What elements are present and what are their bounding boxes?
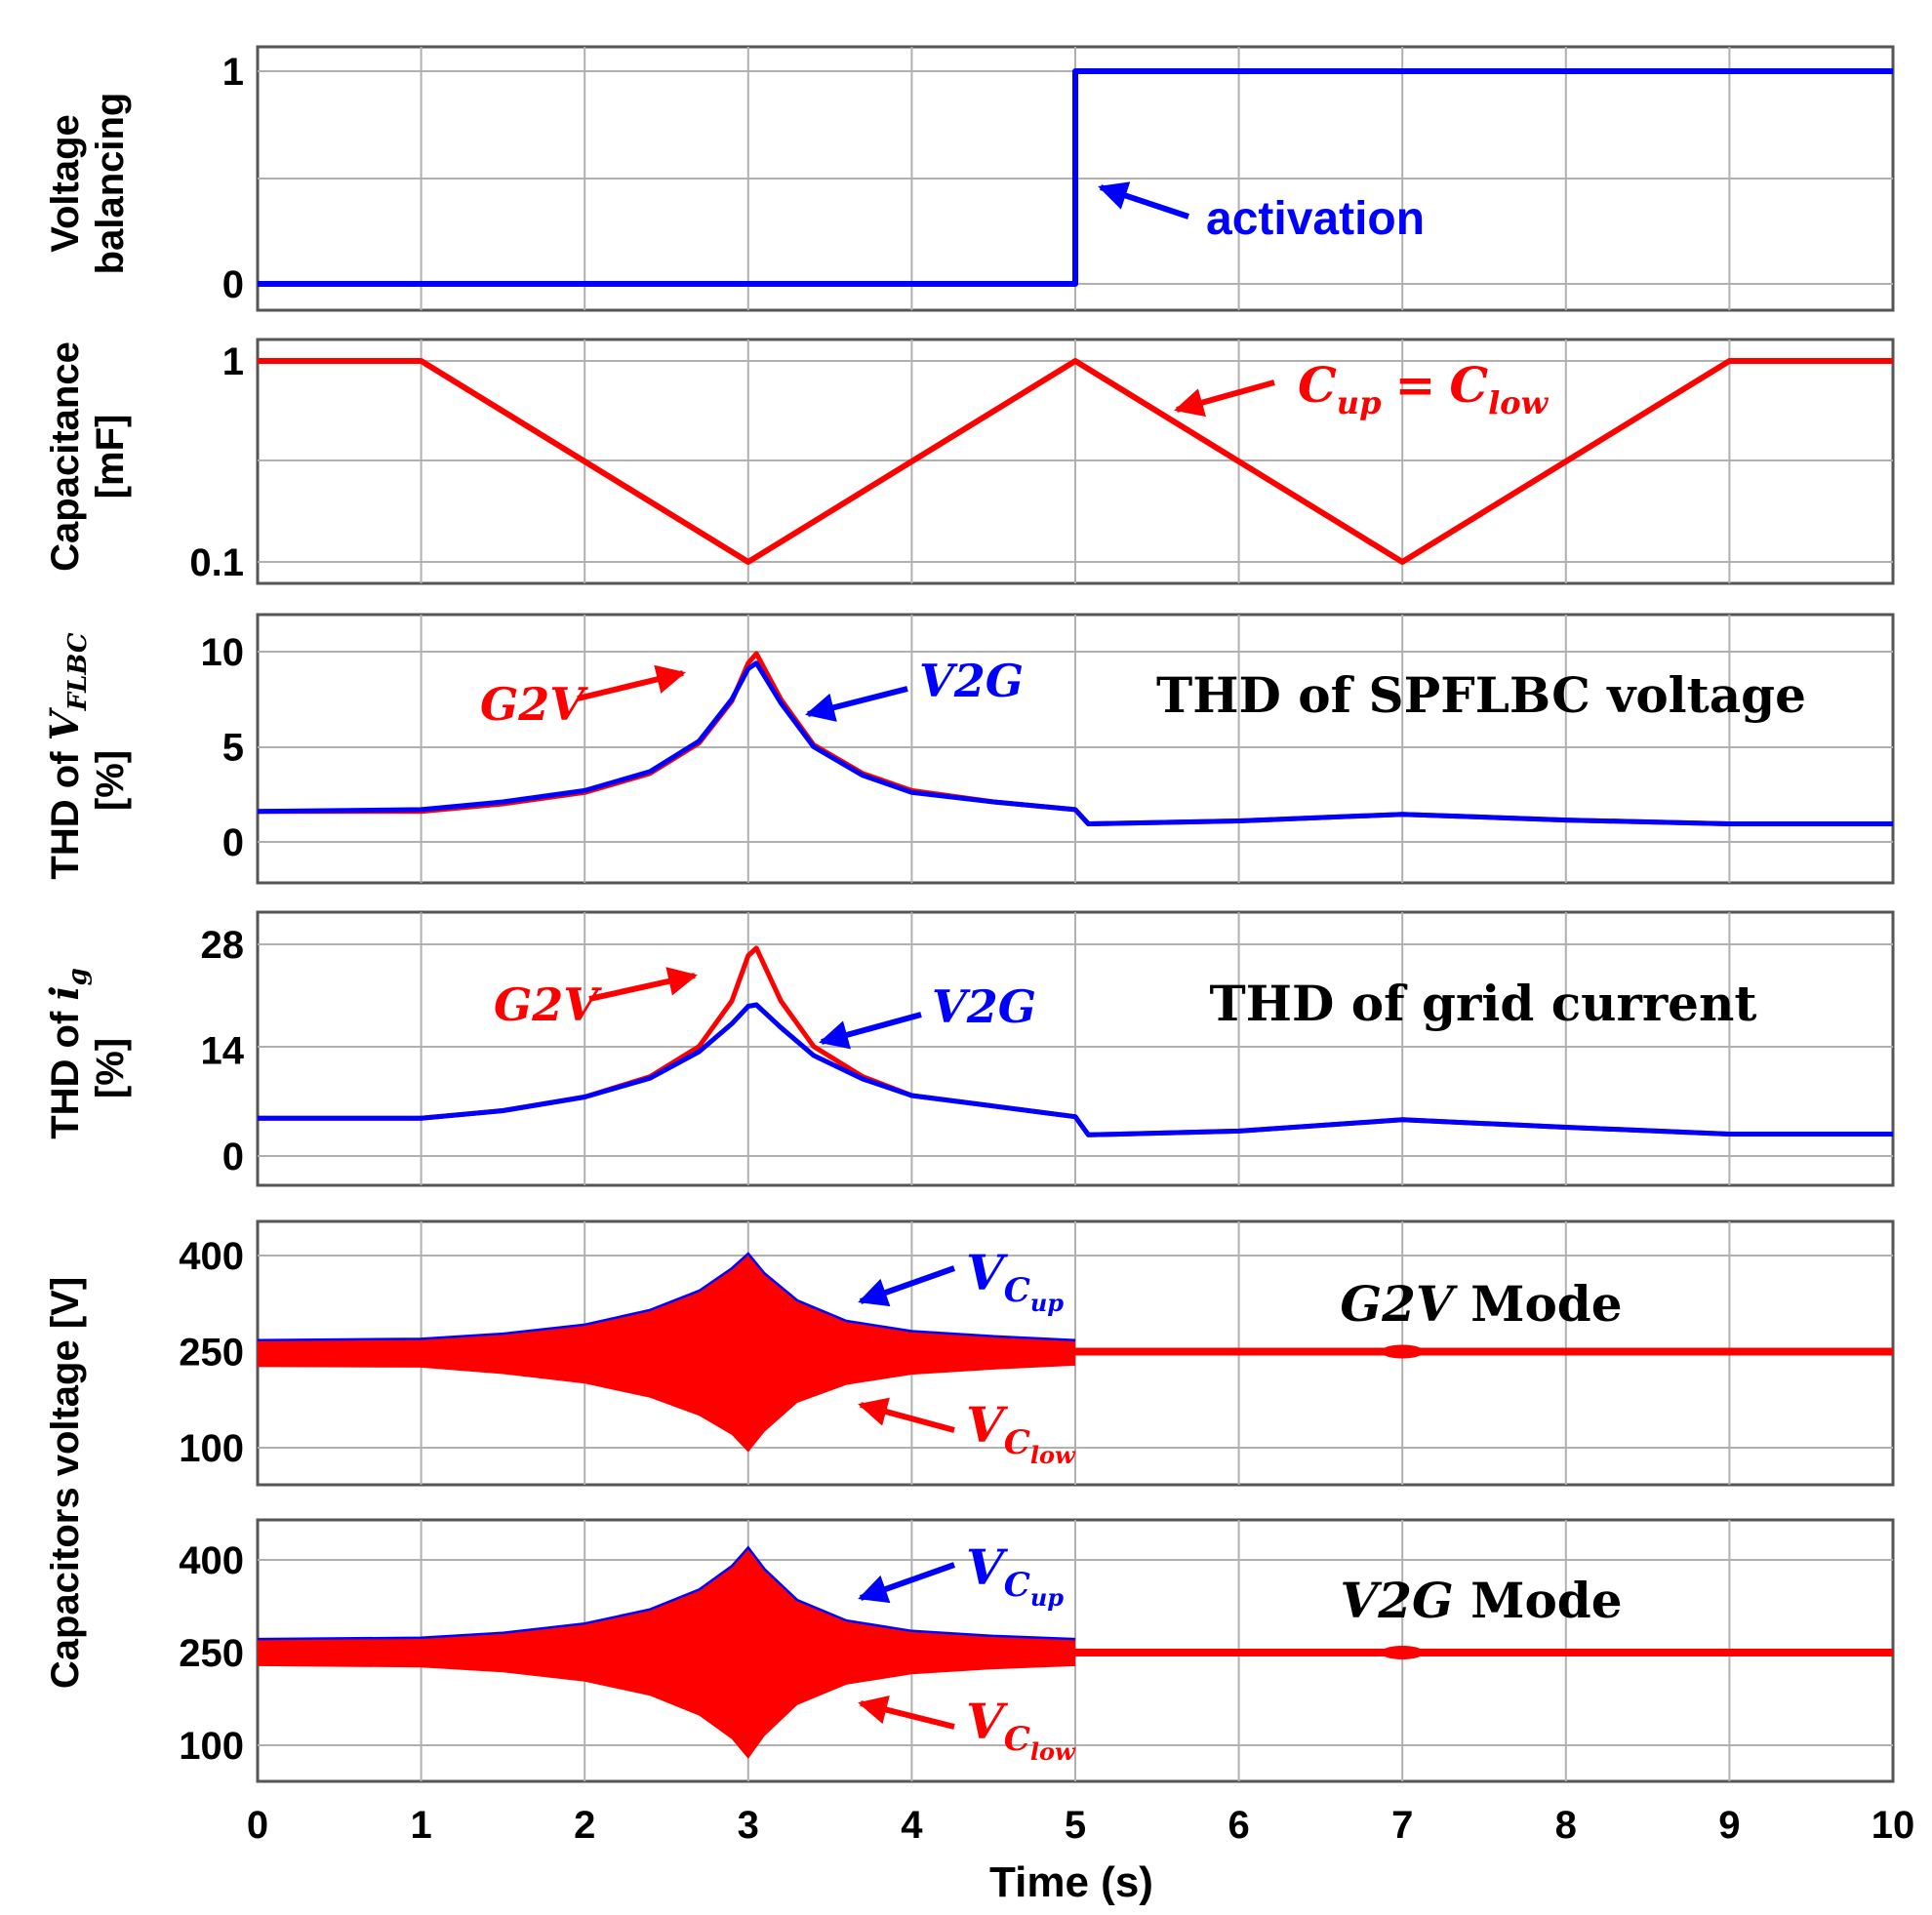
p1-ylabel-line2: balancing [89,93,132,275]
panel-2 [256,338,1895,585]
p1-activation-arrow [1098,181,1189,219]
p3-g2v-label: G2V [480,678,588,731]
p3-annotations: G2V V2G THD of SPFLBC voltage [480,655,1806,731]
p5-mode-title: G2V Mode [1340,1275,1622,1333]
xtick-label: 7 [1391,1804,1413,1847]
xtick-label: 6 [1228,1804,1249,1847]
p6-balanced-bump [1381,1646,1425,1659]
p4-v2g-label: V2G [932,980,1036,1033]
p1-activation-label: activation [1206,193,1425,245]
p4-v2g-series [258,1002,1893,1137]
p6-ytick-label: 400 [179,1539,244,1582]
plot-data [257,68,1893,1759]
p2-cap-arrow [1174,379,1275,418]
p5-ripple-band [258,1254,1075,1453]
xtick-label: 8 [1555,1804,1577,1847]
p5-balanced-bump [1381,1344,1425,1359]
p3-ytick-label: 0 [222,821,244,864]
p4-ytick-label: 14 [201,1030,245,1073]
p56-ylabel: Capacitors voltage [V] [44,1277,87,1689]
p2-cap-label: Cup = Clow [1298,356,1550,421]
p6-vlow-label: VClow [966,1693,1076,1766]
p3-g2v-arrow [577,664,686,701]
p3-ylabel-line1: THD of VFLBC [42,632,93,879]
p4-g2v-label: G2V [494,978,602,1031]
p6-annotations: VCup VClow V2G Mode [858,1538,1623,1766]
p4-ytick-label: 28 [201,924,245,967]
p5-vup-arrow [858,1265,956,1307]
p3-v2g-arrow [805,686,908,722]
p5-ytick-label: 100 [179,1427,244,1470]
p5-vlow-arrow [858,1397,955,1433]
xtick-label: 4 [901,1804,923,1847]
p6-ripple-band [258,1547,1075,1759]
p1-ytick-label: 0 [222,263,244,306]
p6-vup-arrow [858,1562,956,1604]
p6-ytick-label: 250 [179,1632,244,1675]
p5-ytick-label: 400 [179,1235,244,1278]
p5-vlow-label: VClow [966,1396,1076,1469]
p4-ylabel-line1: THD of ig [42,968,93,1139]
p3-v2g-label: V2G [919,655,1024,707]
plot-frames [256,45,1895,1783]
p3-ytick-label: 10 [201,631,245,674]
xtick-label: 1 [410,1804,431,1847]
p5-ytick-label: 250 [179,1332,244,1375]
panel-4 [256,910,1895,1187]
p5-vcup-envelope [257,1252,1076,1341]
xtick-label: 5 [1065,1804,1086,1847]
p5-annotations: VCup VClow G2V Mode [858,1244,1623,1469]
p1-activation-annotation: activation [1098,181,1425,245]
p3-ylabel-line2: [%] [89,750,132,811]
p1-ylabel-line1: Voltage [44,114,87,253]
p2-ylabel-line2: [mF] [89,415,132,499]
p1-ytick-label: 1 [222,51,244,94]
p2-ytick-label: 1 [222,340,244,383]
p6-vlow-arrow [858,1695,955,1730]
p3-v2g-series [257,660,1893,826]
p6-vcup-envelope [257,1545,1076,1641]
p1-balancing-series [258,68,1893,287]
xtick-label: 10 [1872,1804,1915,1847]
p4-ylabel-line2: [%] [89,1038,132,1098]
p3-title: THD of SPFLBC voltage [1156,666,1806,724]
xtick-label: 0 [247,1804,268,1847]
p4-v2g-arrow [819,1012,922,1050]
p2-cap-annotation: Cup = Clow [1174,356,1550,421]
p6-vup-label: VCup [966,1538,1064,1612]
p2-ylabel-line1: Capacitance [44,341,87,572]
panel-3 [256,613,1895,885]
p4-ytick-label: 0 [222,1136,244,1178]
p6-balanced-band [1075,1649,1893,1656]
xtick-label: 9 [1718,1804,1740,1847]
p5-balanced-band [1075,1347,1893,1356]
p2-capacitance-series [258,358,1893,565]
p4-g2v-arrow [588,967,698,1002]
xtick-label: 3 [738,1804,759,1847]
p4-title: THD of grid current [1210,975,1757,1032]
p6-mode-title: V2G Mode [1340,1572,1622,1629]
p3-ytick-label: 5 [222,727,244,770]
p6-ytick-label: 100 [179,1725,244,1768]
p4-annotations: G2V V2G THD of grid current [494,967,1757,1050]
p2-ytick-label: 0.1 [189,541,244,584]
p5-vup-label: VCup [966,1244,1064,1317]
xtick-label: 2 [574,1804,595,1847]
x-axis-label: Time (s) [989,1858,1153,1906]
